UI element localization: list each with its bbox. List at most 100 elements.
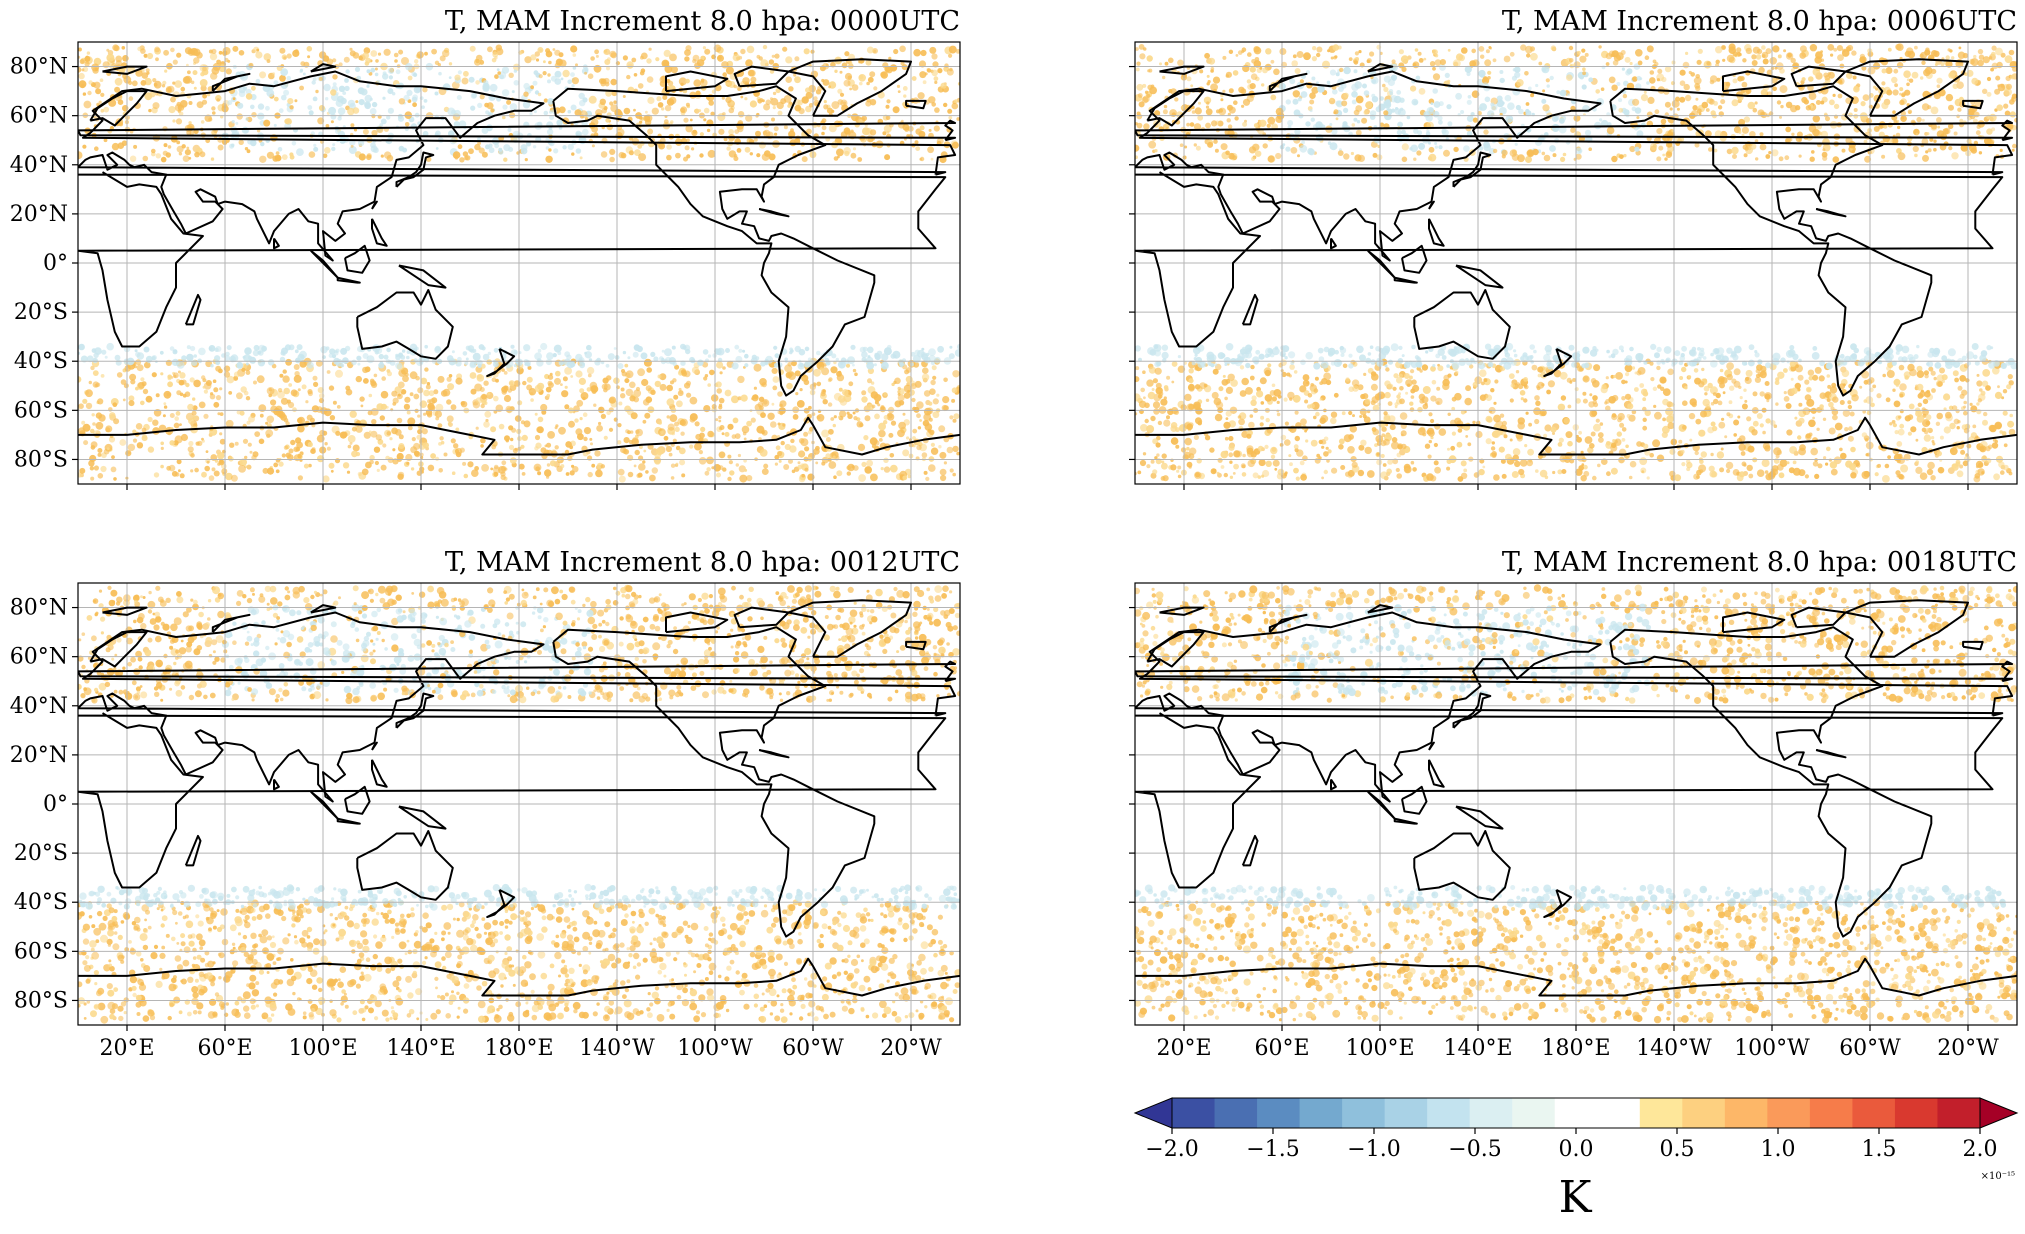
increment-speck	[1765, 418, 1771, 424]
increment-speck	[1977, 48, 1984, 55]
increment-speck	[1135, 144, 1140, 152]
increment-speck	[934, 107, 940, 113]
increment-speck	[1772, 86, 1777, 92]
increment-speck	[1492, 148, 1498, 154]
increment-speck	[956, 451, 960, 456]
increment-speck	[1732, 78, 1738, 84]
increment-speck	[548, 60, 552, 65]
increment-speck	[1934, 63, 1938, 66]
increment-speck	[97, 448, 103, 453]
increment-speck	[163, 390, 172, 399]
increment-speck	[1618, 98, 1623, 103]
increment-speck	[596, 425, 603, 432]
increment-speck	[394, 429, 402, 436]
increment-speck	[761, 468, 769, 475]
increment-speck	[759, 449, 768, 457]
increment-speck	[1664, 65, 1672, 73]
increment-speck	[694, 442, 702, 451]
increment-speck	[176, 145, 184, 153]
increment-speck	[1294, 128, 1301, 136]
panel-title: T, MAM Increment 8.0 hpa: 0006UTC	[1502, 6, 2017, 37]
increment-speck	[479, 94, 485, 100]
increment-speck	[921, 373, 930, 381]
increment-speck	[1396, 129, 1402, 136]
increment-speck	[1610, 467, 1618, 475]
increment-speck	[352, 444, 360, 452]
increment-speck	[1696, 108, 1702, 114]
increment-speck	[1930, 106, 1939, 115]
increment-speck	[841, 62, 848, 69]
increment-speck	[666, 144, 672, 150]
increment-speck	[680, 106, 688, 114]
increment-speck	[1238, 86, 1245, 94]
increment-speck	[903, 392, 911, 399]
increment-speck	[305, 400, 309, 404]
increment-speck	[1136, 113, 1143, 120]
increment-speck	[756, 153, 761, 158]
increment-speck	[409, 392, 414, 397]
increment-speck	[427, 399, 432, 404]
increment-speck	[1956, 81, 1964, 89]
lat-tick-label: 60°S	[14, 398, 68, 423]
increment-speck	[907, 474, 912, 479]
increment-speck	[375, 59, 379, 63]
increment-speck	[1418, 142, 1426, 150]
increment-speck	[256, 129, 261, 133]
increment-speck	[152, 419, 159, 426]
increment-speck	[1708, 98, 1715, 105]
increment-speck	[1294, 68, 1301, 74]
increment-speck	[186, 353, 194, 362]
increment-speck	[564, 385, 568, 389]
increment-speck	[245, 370, 251, 375]
increment-speck	[1720, 99, 1726, 105]
increment-speck	[1910, 426, 1917, 433]
increment-speck	[794, 76, 801, 84]
increment-speck	[1329, 142, 1338, 151]
increment-speck	[1421, 364, 1429, 371]
increment-speck	[455, 451, 462, 458]
increment-speck	[205, 450, 209, 453]
increment-speck	[1210, 83, 1218, 92]
increment-speck	[737, 87, 741, 92]
increment-speck	[1227, 104, 1233, 111]
increment-speck	[231, 120, 235, 124]
increment-speck	[1906, 47, 1914, 55]
increment-speck	[753, 137, 758, 142]
increment-speck	[937, 68, 943, 74]
increment-speck	[475, 365, 483, 373]
increment-speck	[1739, 76, 1745, 81]
increment-speck	[1636, 116, 1640, 120]
increment-speck	[283, 445, 289, 450]
increment-speck	[215, 395, 222, 401]
increment-speck	[707, 383, 711, 387]
increment-speck	[160, 464, 164, 469]
increment-speck	[135, 359, 142, 366]
increment-speck	[1267, 363, 1272, 368]
increment-speck	[344, 345, 351, 352]
increment-speck	[200, 120, 205, 124]
increment-speck	[188, 156, 192, 160]
increment-speck	[1226, 118, 1231, 123]
increment-speck	[1558, 437, 1564, 443]
increment-speck	[293, 364, 300, 370]
increment-speck	[539, 49, 543, 52]
increment-speck	[897, 392, 901, 396]
increment-speck	[437, 375, 445, 383]
increment-speck	[173, 372, 179, 379]
increment-speck	[758, 56, 763, 61]
increment-speck	[942, 396, 950, 404]
increment-speck	[1310, 117, 1316, 122]
increment-speck	[1390, 95, 1398, 103]
increment-speck	[885, 104, 890, 109]
increment-speck	[253, 380, 257, 385]
increment-speck	[78, 66, 82, 73]
increment-speck	[1560, 156, 1566, 162]
increment-speck	[858, 74, 866, 82]
increment-speck	[920, 49, 927, 57]
increment-speck	[326, 446, 331, 451]
increment-speck	[234, 441, 239, 446]
increment-speck	[659, 373, 667, 381]
increment-speck	[955, 49, 960, 54]
increment-speck	[1959, 118, 1964, 123]
increment-speck	[337, 116, 342, 121]
